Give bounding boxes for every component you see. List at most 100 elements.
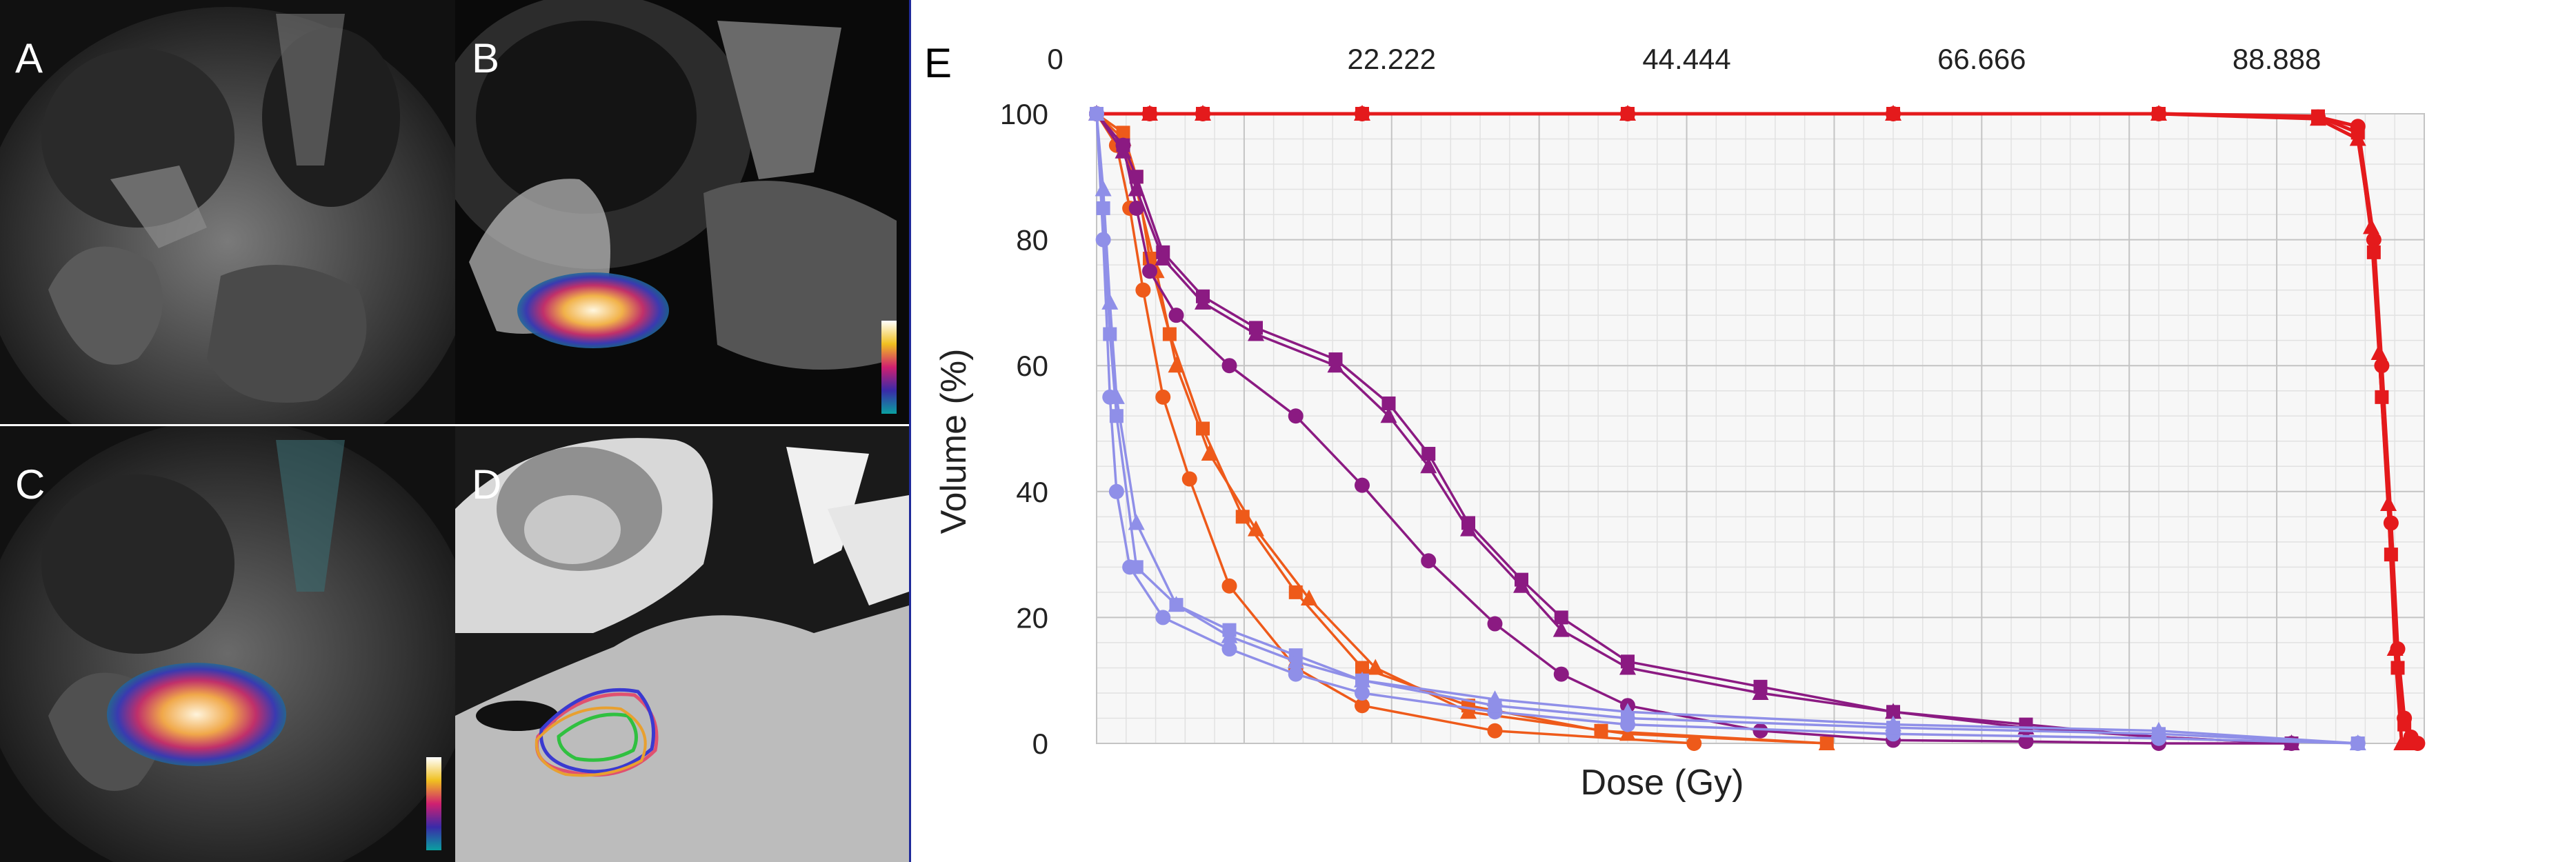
data-point-triangle <box>1460 703 1477 719</box>
data-point-circle <box>1221 641 1237 657</box>
panel-divider <box>909 0 911 862</box>
series-line <box>1095 113 2358 745</box>
data-point-triangle <box>2150 105 2167 121</box>
data-point-circle <box>1181 471 1197 487</box>
data-point-triangle <box>1420 457 1437 474</box>
data-point-triangle <box>1513 577 1530 593</box>
data-point-triangle <box>1128 180 1145 197</box>
data-point-triangle <box>1201 445 1218 461</box>
data-point-circle <box>1753 723 1768 739</box>
data-point-triangle <box>1619 725 1636 741</box>
data-point-triangle <box>1885 715 1901 732</box>
data-point-circle <box>1288 666 1304 682</box>
data-point-circle <box>1221 578 1237 594</box>
contour-orange <box>535 706 647 777</box>
data-point-square <box>1355 661 1369 675</box>
data-point-square <box>1381 396 1396 410</box>
series-line <box>1095 112 2292 745</box>
data-point-circle <box>1168 308 1184 323</box>
data-point-triangle <box>2349 130 2366 146</box>
data-point-triangle <box>1195 105 1211 121</box>
data-point-circle <box>1135 282 1151 298</box>
data-point-circle <box>1686 736 1702 751</box>
data-point-triangle <box>1141 105 1158 121</box>
data-point-triangle <box>1354 105 1370 121</box>
data-point-triangle <box>2363 218 2379 234</box>
y-tick-label: 0 <box>1032 728 1048 760</box>
x-tick-label: 88.888 <box>2233 43 2321 75</box>
dvh-chart-svg: 0 22.222 44.444 66.666 88.888 0 20 40 60 80 100 E … <box>924 40 2426 803</box>
series <box>1088 105 2426 751</box>
data-point-triangle <box>1168 596 1185 612</box>
pet-hotspot <box>517 272 669 348</box>
data-point-triangle <box>1128 514 1145 530</box>
data-point-circle <box>1128 200 1144 216</box>
data-point-triangle <box>2380 495 2397 512</box>
data-point-triangle <box>1885 105 1901 121</box>
panel-d-ct-contours <box>455 426 909 862</box>
data-point-circle <box>1421 553 1437 569</box>
plot-background <box>1096 113 2425 744</box>
contour-red <box>535 692 659 777</box>
data-point-triangle <box>1108 388 1125 404</box>
series-6 <box>1089 106 2299 751</box>
data-point-square <box>1103 327 1117 341</box>
data-point-circle <box>1155 389 1171 405</box>
data-point-triangle <box>2310 110 2326 126</box>
data-point-triangle <box>1486 690 1504 707</box>
data-point-triangle <box>2370 343 2388 360</box>
y-tick-label: 20 <box>1016 601 1048 634</box>
panel-a-mri <box>0 0 455 424</box>
data-point-circle <box>1355 685 1370 701</box>
data-point-circle <box>1487 616 1503 632</box>
panel-c-image <box>0 426 455 862</box>
data-point-square <box>1288 585 1303 599</box>
data-point-circle <box>1355 477 1370 493</box>
y-tick-label: 80 <box>1016 224 1048 257</box>
data-point-triangle <box>1115 142 1132 159</box>
data-point-triangle <box>2349 734 2366 750</box>
y-axis-label: Volume (%) <box>934 349 974 534</box>
data-point-triangle <box>1818 734 1835 750</box>
data-point-triangle <box>1248 325 1264 341</box>
pet-hotspot <box>107 663 286 766</box>
panel-c-label: C <box>15 461 46 508</box>
data-point-circle <box>1288 408 1304 424</box>
data-point-triangle <box>1221 627 1238 643</box>
data-point-triangle <box>1752 683 1769 700</box>
data-point-triangle <box>1248 520 1264 537</box>
data-point-triangle <box>1095 180 1112 197</box>
data-point-square <box>1129 560 1144 574</box>
data-point-triangle <box>1195 293 1211 310</box>
data-point-triangle <box>1380 407 1397 423</box>
x-axis-label: Dose (Gy) <box>1581 763 1744 803</box>
panel-c-mri-pet <box>0 426 455 862</box>
panel-e-dvh-chart: 0 22.222 44.444 66.666 88.888 0 20 40 60 80 100 E … <box>917 0 2576 862</box>
panel-a-label: A <box>15 35 43 81</box>
x-tick-label: 0 <box>1047 43 1063 75</box>
data-point-triangle <box>1619 105 1636 121</box>
data-point-circle <box>1142 263 1157 279</box>
data-point-circle <box>1221 358 1237 374</box>
data-point-triangle <box>1619 659 1636 675</box>
labels: E Dose (Gy) Volume (%) <box>924 40 1744 803</box>
panel-e-label: E <box>924 40 952 86</box>
panel-b-label: B <box>472 35 500 81</box>
panel-b-ct-pet <box>455 0 909 424</box>
data-point-triangle <box>1088 105 1105 121</box>
series-line <box>1097 112 2404 744</box>
axes: 0 22.222 44.444 66.666 88.888 0 20 40 60 80 100 <box>1000 43 2321 760</box>
data-point-triangle <box>2393 734 2410 750</box>
data-point-triangle <box>1367 659 1384 675</box>
series-11 <box>1088 105 2366 750</box>
y-tick-label: 60 <box>1016 350 1048 382</box>
x-tick-label: 66.666 <box>1937 43 2026 75</box>
data-point-circle <box>1553 666 1569 682</box>
data-point-circle <box>1095 232 1111 248</box>
data-point-circle <box>1155 610 1171 625</box>
panel-a-image <box>0 0 455 424</box>
series-line <box>1095 113 2358 745</box>
panel-b-image <box>455 0 909 424</box>
data-point-triangle <box>1552 621 1570 637</box>
x-tick-label: 22.222 <box>1348 43 1436 75</box>
